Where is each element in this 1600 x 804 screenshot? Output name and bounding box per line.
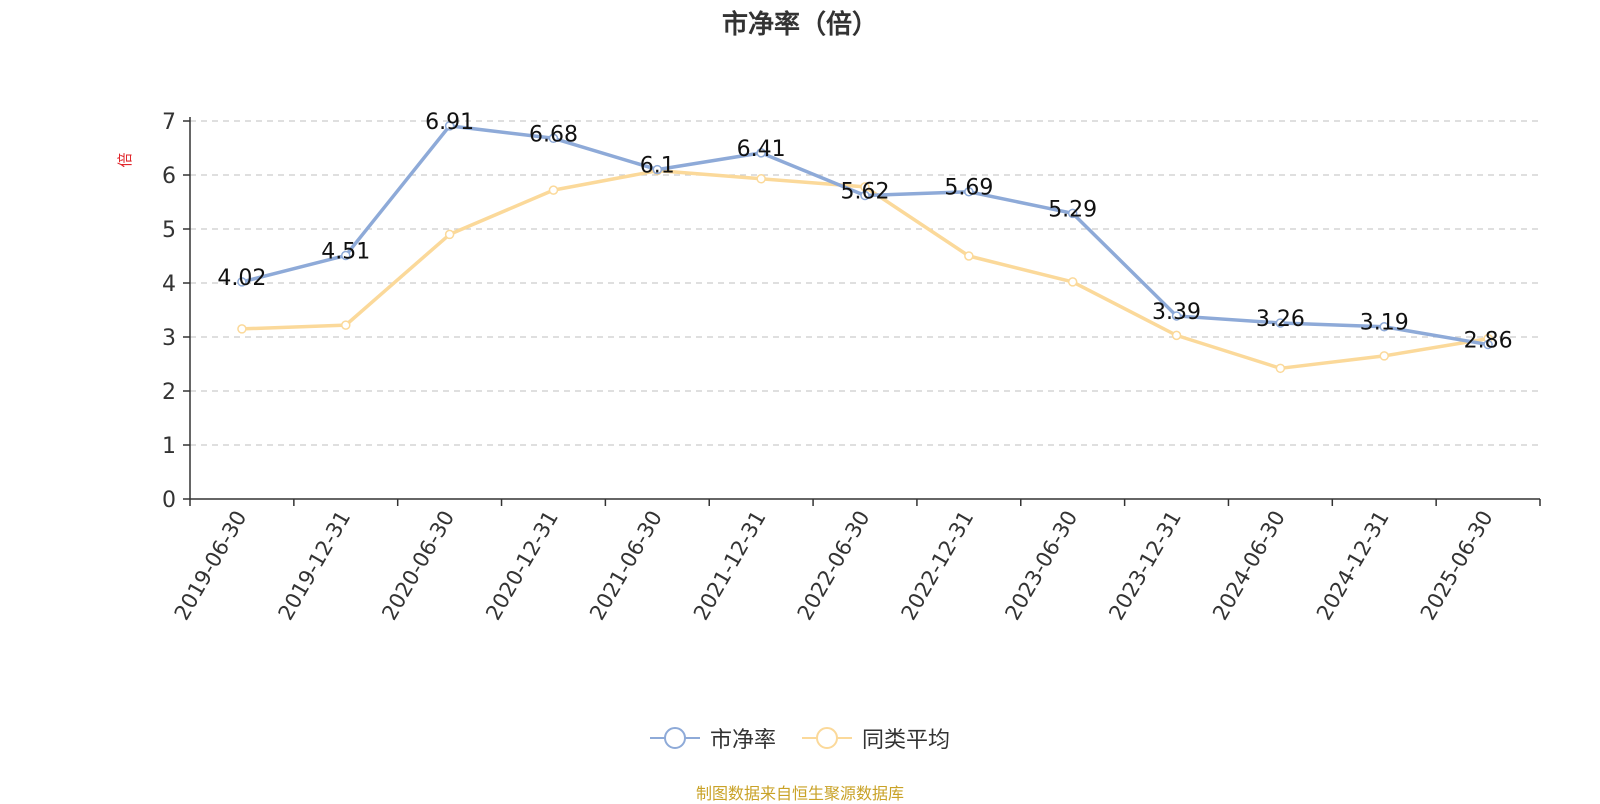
x-tick-label: 2019-06-30 — [170, 507, 252, 625]
x-tick-label: 2022-06-30 — [793, 507, 875, 625]
x-tick-label: 2020-12-31 — [481, 507, 563, 625]
data-point-pb[interactable] — [444, 121, 455, 131]
legend-item-peer-avg[interactable]: 同类平均 — [802, 722, 950, 754]
data-label: 4.02 — [217, 266, 266, 291]
x-tick-label: 2021-06-30 — [585, 507, 667, 625]
series-layer — [237, 121, 1493, 374]
data-point-pb[interactable] — [1275, 318, 1286, 328]
data-label: 6.68 — [529, 122, 578, 147]
legend-symbol-peer-avg — [802, 727, 852, 749]
y-tick-label: 1 — [162, 434, 176, 459]
legend-item-pb[interactable]: 市净率 — [649, 722, 776, 754]
data-label: 4.51 — [321, 239, 370, 264]
data-point-peer-avg[interactable] — [756, 174, 766, 184]
data-label: 6.41 — [737, 137, 786, 162]
grid-layer — [190, 120, 1540, 446]
data-point-pb[interactable] — [237, 277, 247, 287]
data-point-pb[interactable] — [341, 250, 351, 261]
x-tick-label: 2023-12-31 — [1104, 507, 1186, 625]
legend: 市净率 同类平均 — [0, 722, 1600, 754]
data-point-pb[interactable] — [860, 190, 870, 201]
source-note: 制图数据来自恒生聚源数据库 — [695, 784, 904, 803]
data-point-peer-avg[interactable] — [1171, 330, 1182, 341]
data-label: 3.19 — [1360, 311, 1409, 336]
x-tick-label: 2024-12-31 — [1312, 507, 1394, 625]
y-tick-label: 3 — [162, 326, 176, 351]
data-point-pb[interactable] — [964, 186, 974, 197]
x-tick-label: 2021-12-31 — [689, 507, 771, 625]
legend-label-peer-avg: 同类平均 — [862, 728, 951, 753]
y-tick-label: 4 — [162, 272, 176, 297]
data-point-pb[interactable] — [756, 148, 766, 158]
x-tick-label: 2025-06-30 — [1416, 507, 1498, 625]
data-point-pb[interactable] — [652, 164, 663, 175]
data-point-peer-avg[interactable] — [341, 320, 351, 330]
data-point-peer-avg[interactable] — [964, 251, 974, 261]
label-layer: 4.02 4.51 6.91 6.68 6.1 6.41 5.62 5.69 5.29 3.39 3… — [217, 110, 1512, 354]
data-point-pb[interactable] — [1171, 311, 1182, 321]
data-label: 3.39 — [1152, 300, 1201, 325]
data-point-peer-avg[interactable] — [1379, 351, 1389, 361]
y-axis-title: 倍 — [116, 152, 134, 167]
data-point-pb[interactable] — [1067, 208, 1078, 219]
y-tick-label: 6 — [162, 164, 176, 189]
y-tick-label: 2 — [162, 380, 176, 405]
data-point-peer-avg[interactable] — [1067, 277, 1078, 287]
data-label: 6.91 — [425, 110, 474, 135]
data-point-peer-avg[interactable] — [237, 324, 247, 334]
data-point-pb[interactable] — [1483, 339, 1493, 350]
y-tick-label: 5 — [162, 218, 176, 243]
y-tick-label: 0 — [162, 488, 176, 513]
x-tick-label: 2020-06-30 — [377, 506, 459, 624]
data-label: 3.26 — [1256, 307, 1305, 332]
data-label: 6.1 — [640, 154, 675, 179]
data-point-pb[interactable] — [548, 133, 559, 144]
x-tick-label: 2023-06-30 — [1000, 507, 1082, 625]
legend-symbol-pb — [649, 727, 700, 749]
data-label: 5.29 — [1048, 197, 1097, 222]
x-tick-label: 2019-12-31 — [273, 507, 355, 625]
data-label: 5.69 — [944, 176, 993, 201]
y-tick-label: 7 — [162, 110, 176, 135]
data-point-peer-avg[interactable] — [548, 185, 559, 195]
data-point-peer-avg[interactable] — [444, 229, 455, 240]
data-label: 5.62 — [841, 180, 890, 205]
data-label: 2.86 — [1464, 329, 1513, 354]
x-tick-label: 2024-06-30 — [1208, 507, 1290, 625]
chart-title: 市净率（倍） — [721, 10, 878, 40]
data-point-pb[interactable] — [1379, 321, 1389, 332]
x-tick-label: 2022-12-31 — [897, 507, 979, 625]
data-point-peer-avg[interactable] — [1275, 363, 1286, 374]
legend-label-pb: 市净率 — [709, 728, 776, 753]
